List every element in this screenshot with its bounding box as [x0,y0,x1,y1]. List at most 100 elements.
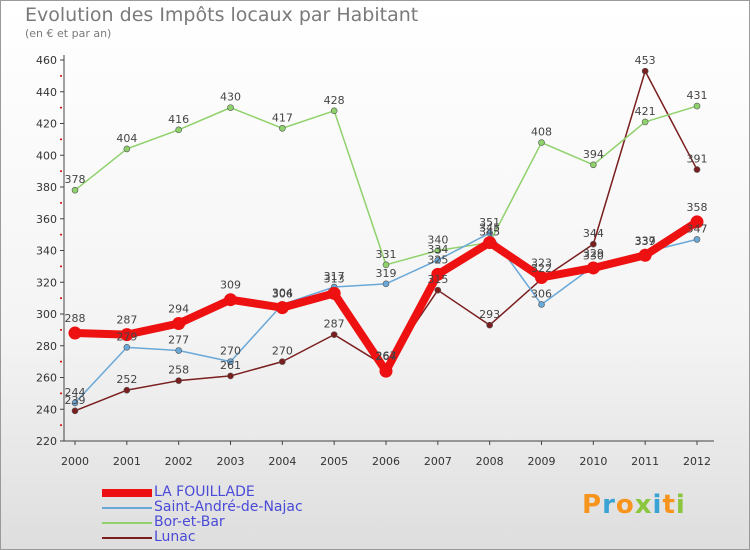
y-minor-tick [60,201,62,204]
chart-title: Evolution des Impôts locaux par Habitant [25,4,419,26]
data-point [224,293,237,307]
data-label: 261 [220,359,241,372]
y-minor-tick [60,74,62,77]
data-label: 416 [168,113,189,126]
y-tick-label: 460 [36,54,57,67]
data-point [590,240,597,248]
data-point [693,166,701,173]
series-line-2 [74,105,698,266]
legend-swatch [102,507,152,509]
data-label: 408 [531,126,552,139]
x-tick-label: 2006 [372,455,400,468]
data-label: 340 [427,234,448,247]
data-label: 430 [220,91,241,104]
data-point [434,256,442,264]
data-label: 453 [635,54,656,67]
x-tick-label: 2009 [528,455,556,468]
x-tick-label: 2000 [61,455,89,468]
x-tick-label: 2001 [113,455,141,468]
data-label: 330 [583,249,604,262]
data-label: 417 [272,111,293,124]
data-label: 277 [168,334,189,347]
y-tick-label: 220 [36,435,57,448]
data-label: 329 [583,247,604,260]
data-label: 323 [531,256,552,269]
data-label: 428 [324,94,345,107]
data-label: 334 [427,243,448,256]
data-point [227,104,234,111]
y-minor-tick [60,233,62,236]
data-point [434,286,442,294]
data-label: 244 [65,386,86,399]
x-tick-label: 2002 [165,455,193,468]
data-point [382,261,390,269]
data-point [535,270,548,284]
legend-swatch [102,489,152,497]
data-label: 267 [376,349,397,362]
x-tick-label: 2010 [579,455,607,468]
y-minor-tick [60,297,62,300]
data-label: 404 [116,132,137,145]
data-label: 391 [687,153,708,166]
data-label: 270 [272,345,293,358]
y-minor-tick [60,424,62,427]
data-point [120,328,134,342]
y-tick-label: 400 [36,149,57,162]
data-point [431,267,445,281]
data-point [71,399,79,407]
data-label: 339 [635,235,656,248]
y-tick-label: 300 [36,308,57,321]
data-label: 345 [479,226,500,239]
data-point [586,261,600,275]
logo-letter: o [615,490,635,520]
data-point [538,139,545,146]
logo-letter: i [652,490,663,520]
x-tick-label: 2005 [320,455,348,468]
data-point [486,321,493,329]
data-label: 315 [427,273,448,286]
y-tick-label: 320 [36,276,57,289]
data-label: 252 [116,373,137,386]
data-label: 288 [65,312,86,325]
data-point [227,372,234,380]
chart-axes: 220 240 260 280 300 320 340 360 380 400 420 440 460 2… [36,54,714,468]
logo-letter: t [662,490,676,520]
logo-letter: r [602,490,616,520]
y-minor-tick [60,106,62,109]
data-point [175,377,182,384]
y-tick-label: 260 [36,372,57,385]
data-label: 287 [116,314,137,327]
data-point [330,331,338,338]
data-point [538,301,545,308]
data-point [279,358,286,365]
data-label: 378 [65,173,86,186]
data-label: 351 [479,216,500,229]
y-tick-label: 280 [36,340,57,353]
data-label: 337 [635,234,656,247]
data-point [693,236,701,243]
y-tick-label: 420 [36,118,57,131]
data-point [641,118,649,126]
data-label: 304 [272,287,293,300]
data-point [327,286,341,300]
data-point [434,247,442,254]
data-label: 325 [427,253,448,266]
data-point [690,215,704,229]
y-tick-label: 240 [36,403,57,416]
x-tick-label: 2003 [217,455,245,468]
y-tick-label: 340 [36,245,57,258]
data-point [123,386,131,394]
data-label: 270 [220,345,241,358]
data-label: 306 [272,287,293,300]
y-minor-tick [60,265,62,268]
data-point [123,145,131,153]
x-tick-label: 2008 [476,455,504,468]
data-point [590,161,597,169]
data-label: 293 [479,308,500,321]
data-point [227,358,234,365]
data-label: 239 [65,394,86,407]
data-label: 331 [376,248,397,261]
legend-label: Lunac [154,529,196,545]
data-point [693,102,701,110]
